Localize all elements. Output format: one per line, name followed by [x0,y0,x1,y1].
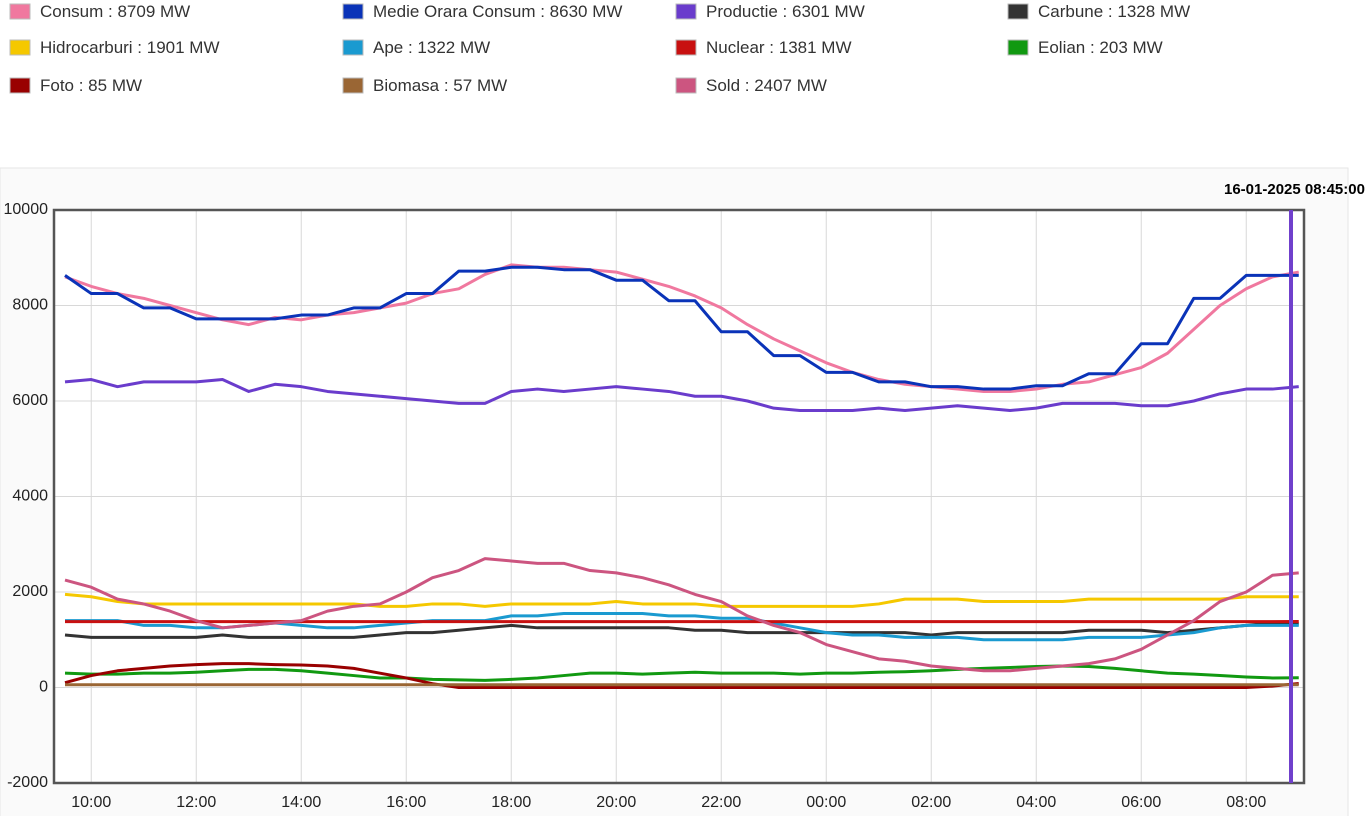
legend-swatch [675,39,697,56]
y-tick-label: 8000 [12,297,48,314]
legend-swatch [675,3,697,20]
legend-label: Ape : 1322 MW [373,38,490,57]
legend-label: Biomasa : 57 MW [373,76,507,95]
x-tick-label: 04:00 [1016,794,1056,811]
legend-swatch [1007,39,1029,56]
y-tick-label: 6000 [12,392,48,409]
y-tick-label: 10000 [4,201,49,218]
x-tick-label: 18:00 [491,794,531,811]
x-tick-label: 00:00 [806,794,846,811]
x-tick-label: 02:00 [911,794,951,811]
series-line [64,557,1299,673]
legend-swatch [342,77,364,94]
legend-swatch [342,39,364,56]
legend-swatch [9,3,31,20]
series-line [64,265,1299,391]
legend: Consum : 8709 MW Medie Orara Consum : 863… [9,2,1190,95]
y-tick-label: 0 [39,679,48,696]
legend-label: Foto : 85 MW [40,76,142,95]
legend-swatch [9,39,31,56]
x-tick-label: 06:00 [1121,794,1161,811]
x-tick-label: 20:00 [596,794,636,811]
series-line [64,662,1299,689]
legend-label: Nuclear : 1381 MW [706,38,852,57]
series-line [64,592,1299,608]
legend-label: Sold : 2407 MW [706,76,827,95]
series-line [64,621,1299,639]
legend-label: Productie : 6301 MW [706,2,865,21]
y-tick-label: -2000 [7,774,48,791]
cursor-label: 16-01-2025 08:45:00 [1224,181,1365,198]
x-tick-label: 10:00 [71,794,111,811]
legend-swatch [342,3,364,20]
legend-label: Eolian : 203 MW [1038,38,1163,57]
x-tick-label: 12:00 [176,794,216,811]
legend-swatch [1007,3,1029,20]
x-tick-label: 14:00 [281,794,321,811]
legend-swatch [9,77,31,94]
x-tick-label: 22:00 [701,794,741,811]
legend-label: Hidrocarburi : 1901 MW [40,38,220,57]
legend-label: Consum : 8709 MW [40,2,190,21]
legend-label: Carbune : 1328 MW [1038,2,1190,21]
x-tick-label: 08:00 [1226,794,1266,811]
y-tick-label: 2000 [12,583,48,600]
legend-label: Medie Orara Consum : 8630 MW [373,2,622,21]
plot-frame [52,208,1306,785]
series-line [64,664,1299,682]
series-line [64,378,1299,413]
y-tick-label: 4000 [12,488,48,505]
legend-swatch [675,77,697,94]
x-tick-label: 16:00 [386,794,426,811]
lines [64,263,1300,689]
